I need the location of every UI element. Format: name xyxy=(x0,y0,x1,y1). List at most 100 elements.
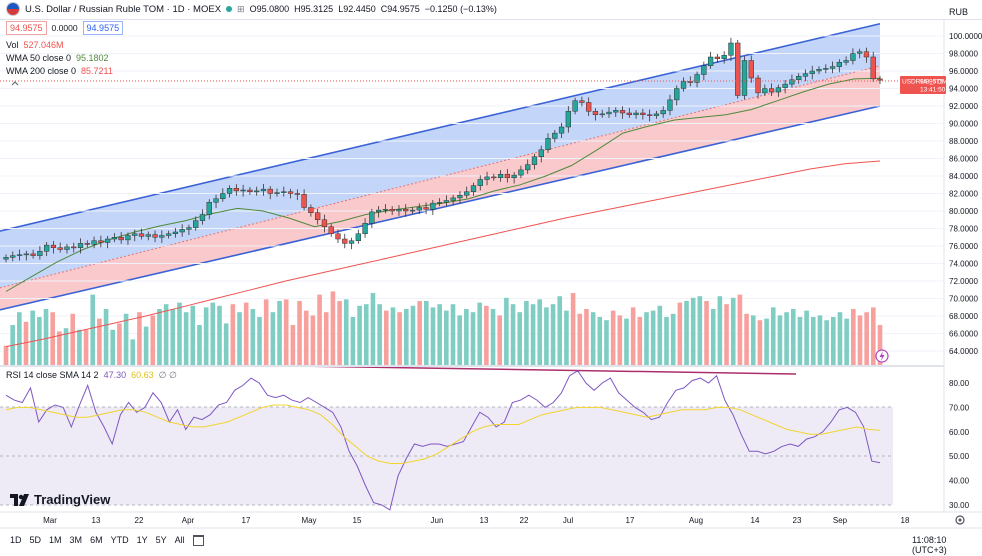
volume-bar xyxy=(877,325,883,365)
range-3m[interactable]: 3M xyxy=(69,535,83,545)
volume-bar xyxy=(350,317,356,365)
candle-body xyxy=(247,189,253,192)
candle-body xyxy=(796,76,802,80)
sell-button[interactable]: 94.9575 xyxy=(6,21,47,35)
symbol-title[interactable]: U.S. Dollar / Russian Ruble TOM · 1D · M… xyxy=(25,3,222,15)
range-1m[interactable]: 1M xyxy=(49,535,62,545)
candle-body xyxy=(491,176,497,179)
range-ytd[interactable]: YTD xyxy=(110,535,129,545)
gear-icon[interactable] xyxy=(955,515,965,525)
volume-bar xyxy=(457,315,462,365)
range-5y[interactable]: 5Y xyxy=(155,535,167,545)
candle-body xyxy=(667,99,673,111)
volume-bar xyxy=(757,320,763,365)
volume-bar xyxy=(744,313,749,365)
rsi-axis-label: 30.00 xyxy=(949,501,970,510)
channel-lower-line xyxy=(0,105,881,311)
volume-bar xyxy=(704,301,709,365)
candle-body xyxy=(132,233,138,236)
candle-body xyxy=(721,55,727,59)
volume-bar xyxy=(97,318,102,365)
price-axis-label: 82.0000 xyxy=(949,190,978,199)
candle-body xyxy=(450,197,456,201)
symbol-legend[interactable]: U.S. Dollar / Russian Ruble TOM · 1D · M… xyxy=(6,2,497,16)
vol-legend[interactable]: Vol 527.046M xyxy=(6,38,64,52)
candle-body xyxy=(355,233,361,241)
candle-body xyxy=(518,169,524,176)
time-axis-label: 22 xyxy=(520,516,529,525)
candle-body xyxy=(653,113,660,116)
candle-body xyxy=(172,231,179,234)
volume-bar xyxy=(844,318,849,365)
volume-trendline xyxy=(294,365,797,375)
volume-bar xyxy=(570,293,576,365)
candle-body xyxy=(308,207,314,213)
volume-bar xyxy=(337,301,342,365)
candle-body xyxy=(477,179,483,186)
buy-button[interactable]: 94.9575 xyxy=(82,21,124,35)
price-axis[interactable]: 100.0000 98.0000 96.0000 94.0000 92.0000 90.0… xyxy=(949,32,982,356)
clock-display[interactable]: 11:08:10 (UTC+3) xyxy=(912,535,947,555)
candle-body xyxy=(531,156,538,165)
volume-bar xyxy=(257,317,262,365)
rsi-axis[interactable]: 80.00 70.00 60.00 50.00 40.00 30.00 xyxy=(949,379,970,510)
calendar-icon[interactable] xyxy=(192,534,204,546)
tradingview-logo-mark xyxy=(10,493,29,506)
price-axis-label: 66.0000 xyxy=(949,330,978,339)
volume-bar xyxy=(837,312,843,365)
candle-body xyxy=(416,207,422,211)
range-5d[interactable]: 5D xyxy=(29,535,42,545)
wma50-legend[interactable]: WMA 50 close 0 95.1802 xyxy=(6,51,109,65)
range-1y[interactable]: 1Y xyxy=(136,535,148,545)
range-6m[interactable]: 6M xyxy=(90,535,103,545)
collapse-legend-button[interactable] xyxy=(11,81,19,86)
volume-bar xyxy=(263,299,269,365)
volume-bar xyxy=(430,307,436,365)
volume-bar xyxy=(577,313,583,365)
volume-bar xyxy=(103,309,109,365)
price-axis-label: 100.0000 xyxy=(949,32,982,41)
volume-bar xyxy=(130,339,136,365)
volume-bar xyxy=(290,325,296,365)
candle-body xyxy=(613,110,619,113)
candle-body xyxy=(348,240,355,244)
volume-bar xyxy=(70,313,76,365)
candle-body xyxy=(714,56,721,59)
candle-body xyxy=(104,238,111,243)
candle-body xyxy=(335,233,341,240)
flag-icon xyxy=(6,2,20,16)
candle-body xyxy=(159,235,165,238)
candle-body xyxy=(599,113,605,116)
candle-body xyxy=(30,253,36,256)
candle-body xyxy=(497,174,504,178)
candle-body xyxy=(572,100,578,112)
volume-bar xyxy=(417,301,422,365)
ohlc-high: H95.3125 xyxy=(294,4,334,14)
candle-body xyxy=(57,247,63,250)
lightning-icon[interactable] xyxy=(875,349,889,363)
candle-body xyxy=(281,191,287,193)
compare-icon[interactable]: ⊞ xyxy=(237,3,245,14)
candle-body xyxy=(768,88,775,93)
vol-value: 527.046M xyxy=(23,40,64,50)
range-all[interactable]: All xyxy=(174,535,185,545)
volume-bar xyxy=(477,302,482,365)
range-1d[interactable]: 1D xyxy=(10,535,22,545)
volume-bar xyxy=(37,317,42,365)
candle-body xyxy=(342,238,348,244)
volume-bar xyxy=(610,310,616,365)
volume-bar xyxy=(143,326,149,365)
rsi-legend[interactable]: RSI 14 close SMA 14 2 47.30 60.63 ∅ ∅ xyxy=(6,368,177,382)
price-axis-label: 64.0000 xyxy=(949,347,978,356)
volume-bar xyxy=(710,309,716,365)
tradingview-logo[interactable]: TradingView xyxy=(10,492,110,507)
volume-bar xyxy=(690,297,696,365)
tradingview-logo-text: TradingView xyxy=(34,492,111,507)
volume-bar xyxy=(170,309,176,365)
volume-bar xyxy=(250,309,256,365)
currency-label[interactable]: RUB xyxy=(949,7,969,17)
time-axis[interactable]: Mar 13 22 Apr 17 May 15 Jun 13 22 Jul 17 Aug 14 23 Sep 1… xyxy=(43,516,910,525)
volume-bar xyxy=(397,312,402,365)
wma200-legend[interactable]: WMA 200 close 0 85.7211 xyxy=(6,64,113,78)
